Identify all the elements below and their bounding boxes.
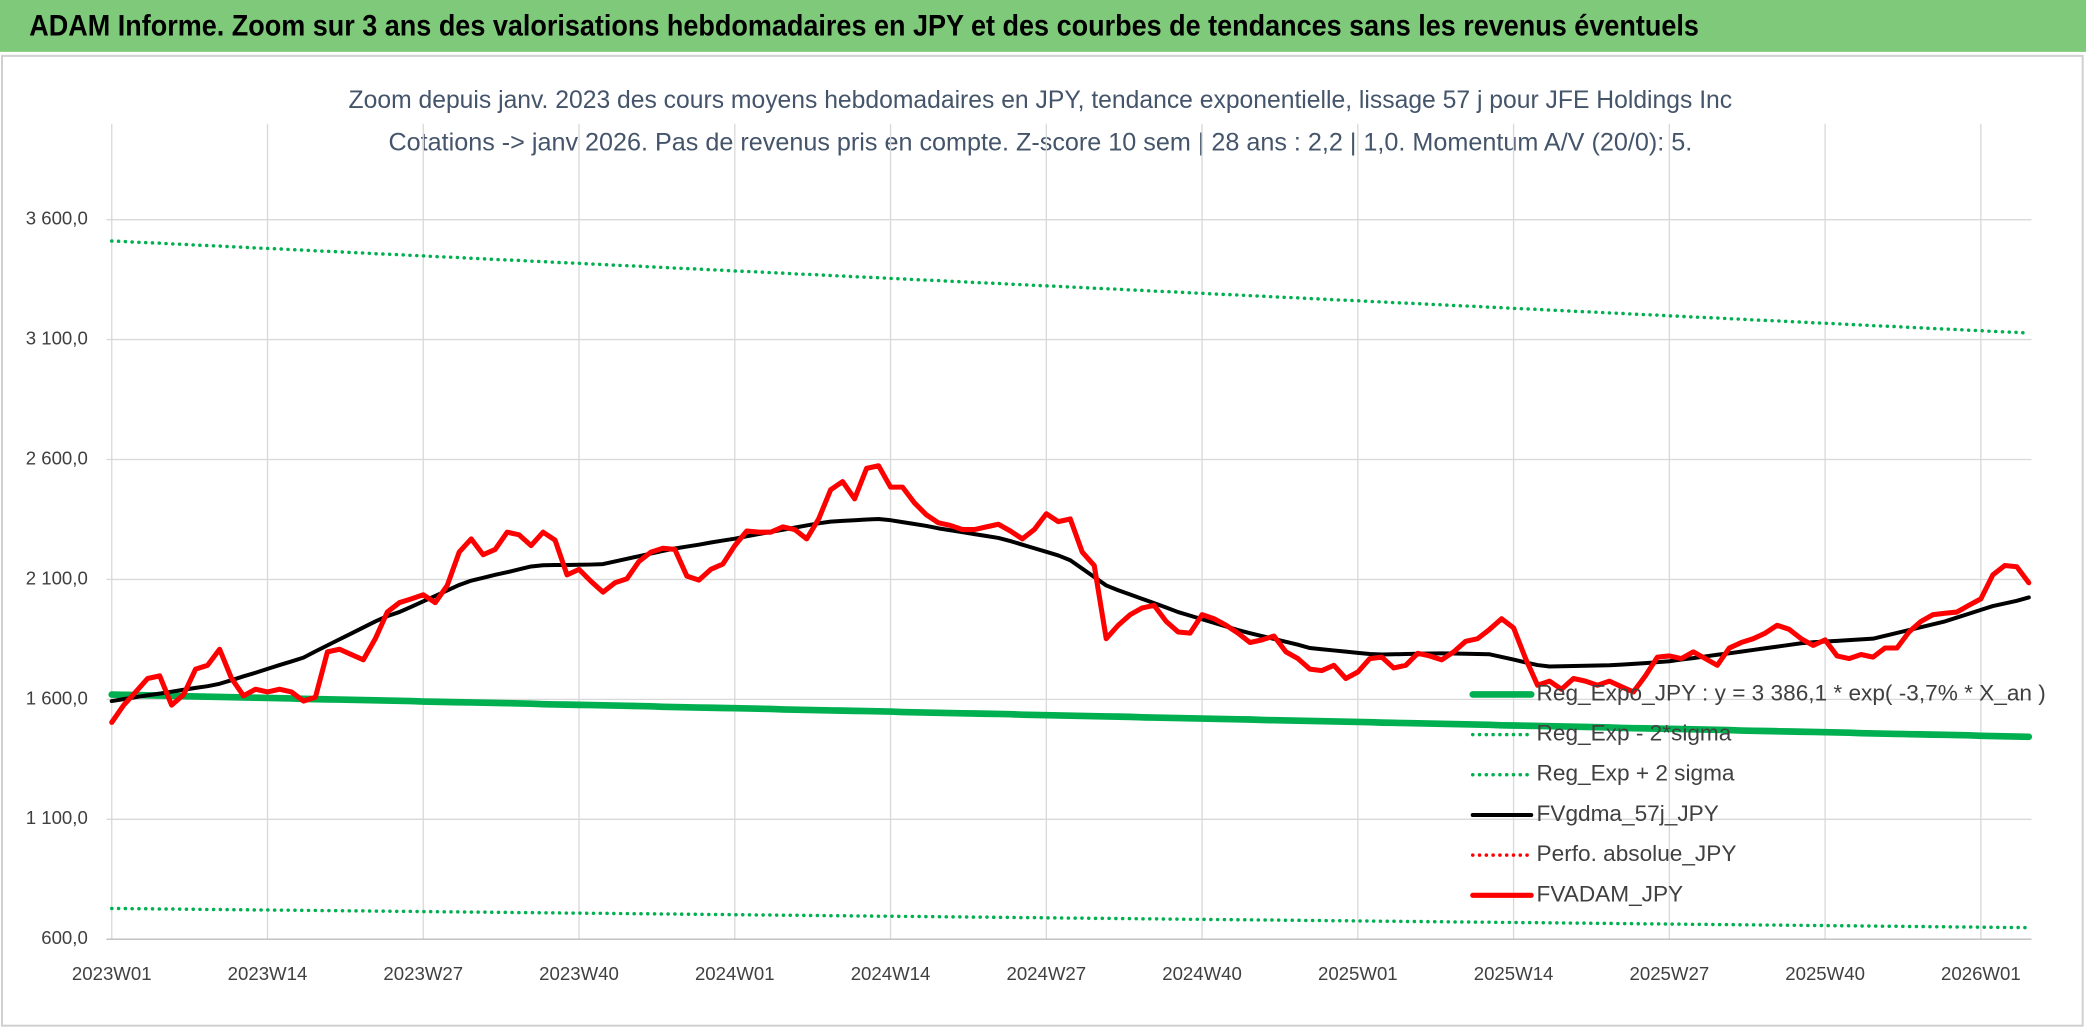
chart-title: ADAM Informe. Zoom sur 3 ans des valoris…	[29, 11, 1699, 43]
plot	[108, 239, 2033, 930]
chart-subtitle: Zoom depuis janv. 2023 des cours moyens …	[349, 86, 1733, 114]
y-tick-label: 1 600,0	[26, 687, 88, 708]
legend-label: FVgdma_57j_JPY	[1537, 801, 1719, 826]
legend-label: Reg_Exp - 2*sigma	[1537, 721, 1732, 746]
x-tick-label: 2025W14	[1474, 963, 1554, 984]
x-tick-label: 2024W01	[695, 963, 775, 984]
grid: 600,0 1 100,0 1 600,0 2 100,0 2 600,0 3 100,0…	[26, 123, 2032, 984]
x-tick-label: 2023W27	[383, 963, 463, 984]
y-tick-label: 3 100,0	[26, 328, 88, 349]
y-tick-label: 2 600,0	[26, 447, 88, 468]
x-tick-label: 2025W01	[1318, 963, 1398, 984]
x-tick-label: 2023W01	[72, 963, 152, 984]
series-line	[110, 906, 2031, 930]
series-line	[110, 239, 2031, 335]
x-tick-label: 2024W40	[1162, 963, 1242, 984]
y-tick-label: 2 100,0	[26, 567, 88, 588]
y-tick-label: 3 600,0	[26, 208, 88, 229]
header-bar	[0, 0, 2086, 52]
y-tick-label: 1 100,0	[26, 807, 88, 828]
legend-label: Reg_Expo_JPY : y = 3 386,1 * exp( -3,7% …	[1537, 680, 2046, 705]
x-tick-label: 2025W40	[1785, 963, 1865, 984]
chart-subtitle: Cotations -> janv 2026. Pas de revenus p…	[388, 128, 1692, 156]
legend-label: FVADAM_JPY	[1537, 881, 1684, 906]
x-tick-label: 2025W27	[1630, 963, 1710, 984]
x-tick-label: 2023W14	[228, 963, 308, 984]
series-line	[108, 691, 2033, 741]
x-tick-label: 2023W40	[539, 963, 619, 984]
x-tick-label: 2024W27	[1006, 963, 1086, 984]
x-tick-label: 2024W14	[851, 963, 931, 984]
legend-label: Perfo. absolue_JPY	[1537, 841, 1737, 866]
legend: Reg_Expo_JPY : y = 3 386,1 * exp( -3,7% …	[1469, 680, 2046, 906]
y-tick-label: 600,0	[41, 927, 88, 948]
chart-frame	[0, 54, 2084, 1027]
x-tick-label: 2026W01	[1941, 963, 2021, 984]
series-line	[109, 463, 2032, 725]
legend-label: Reg_Exp + 2 sigma	[1537, 761, 1735, 786]
